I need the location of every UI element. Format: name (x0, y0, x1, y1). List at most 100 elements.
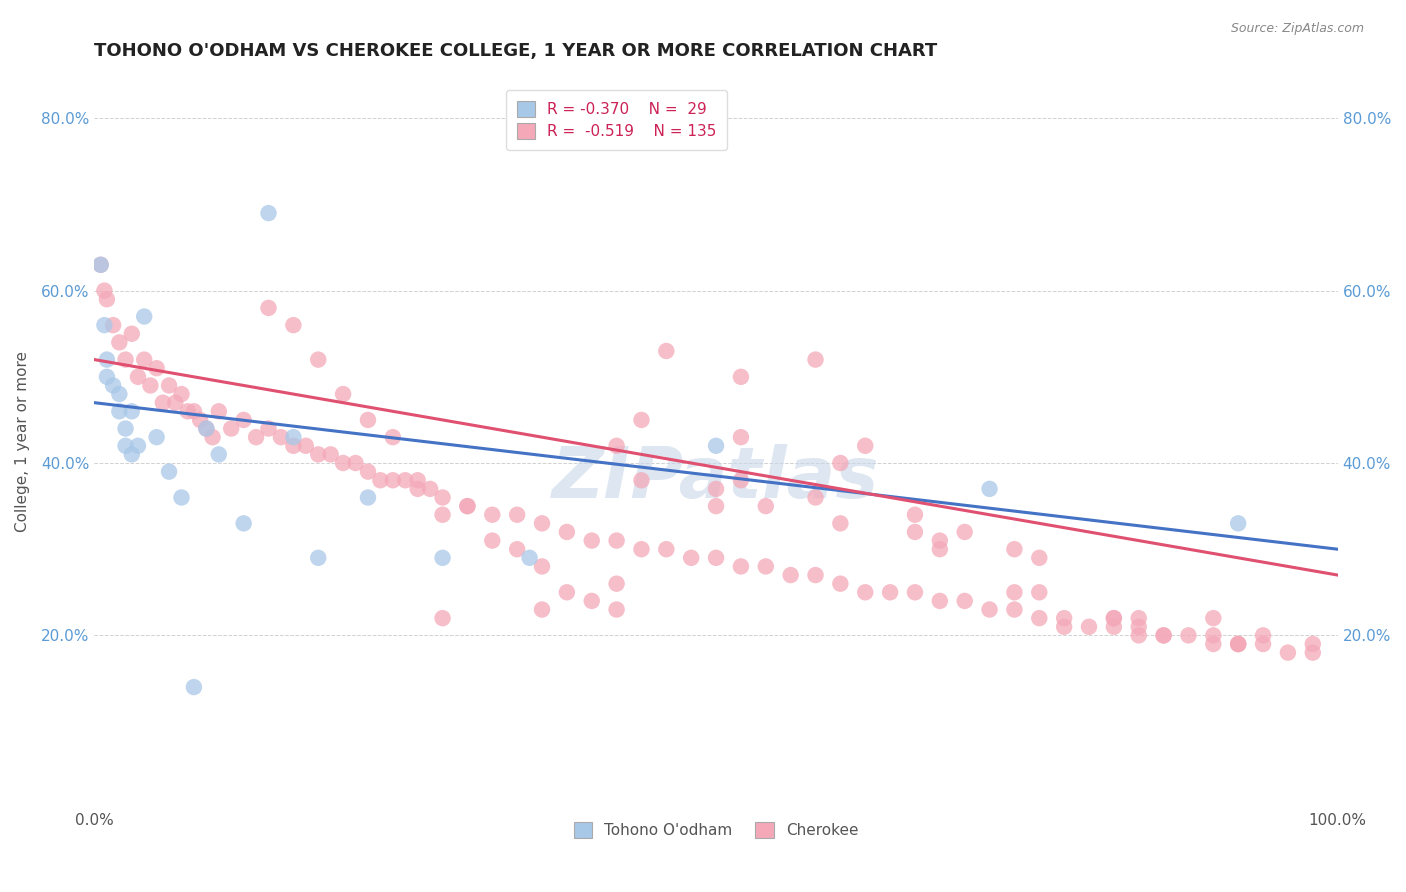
Point (456, 499, 478, 513)
Point (381, 430, 404, 444)
Point (1177, 628, 1199, 642)
Point (108, 335, 131, 350)
Point (1053, 620, 1076, 634)
Point (630, 413, 652, 427)
Point (928, 542, 950, 557)
Point (295, 439, 318, 453)
Text: Source: ZipAtlas.com: Source: ZipAtlas.com (1230, 22, 1364, 36)
Point (307, 550, 329, 565)
Point (245, 430, 267, 444)
Point (432, 550, 454, 565)
Point (655, 542, 678, 557)
Point (1302, 646, 1324, 660)
Point (96, 352, 118, 367)
Point (406, 482, 429, 496)
Point (344, 456, 367, 470)
Point (152, 395, 174, 409)
Point (1002, 542, 1025, 557)
Point (432, 611, 454, 625)
Point (307, 447, 329, 461)
Point (1202, 637, 1225, 651)
Point (90, 258, 112, 272)
Point (804, 568, 827, 582)
Point (530, 516, 553, 531)
Point (201, 430, 224, 444)
Point (195, 421, 218, 435)
Point (530, 602, 553, 616)
Point (432, 491, 454, 505)
Point (145, 361, 167, 376)
Legend: Tohono O'odham, Cherokee: Tohono O'odham, Cherokee (568, 816, 865, 844)
Point (606, 602, 628, 616)
Point (904, 585, 927, 599)
Point (219, 421, 242, 435)
Point (157, 465, 180, 479)
Point (127, 439, 149, 453)
Point (121, 447, 143, 461)
Point (555, 524, 578, 539)
Point (506, 542, 529, 557)
Point (730, 369, 752, 384)
Point (394, 473, 416, 487)
Point (170, 491, 193, 505)
Point (114, 421, 136, 435)
Point (853, 585, 876, 599)
Point (979, 482, 1001, 496)
Point (283, 318, 305, 332)
Point (928, 594, 950, 608)
Point (1128, 611, 1150, 625)
Point (406, 473, 429, 487)
Point (1227, 637, 1250, 651)
Point (1028, 585, 1050, 599)
Point (1128, 628, 1150, 642)
Point (114, 352, 136, 367)
Point (530, 559, 553, 574)
Y-axis label: College, 1 year or more: College, 1 year or more (15, 351, 30, 532)
Point (655, 343, 678, 358)
Point (1202, 611, 1225, 625)
Point (319, 447, 342, 461)
Point (804, 352, 827, 367)
Point (581, 533, 603, 548)
Point (145, 430, 167, 444)
Point (830, 576, 852, 591)
Point (1251, 637, 1274, 651)
Point (1227, 637, 1250, 651)
Point (93, 284, 115, 298)
Point (1302, 637, 1324, 651)
Point (177, 404, 200, 418)
Point (481, 508, 503, 522)
Point (332, 387, 354, 401)
Point (581, 594, 603, 608)
Point (232, 413, 254, 427)
Point (96, 293, 118, 307)
Point (232, 516, 254, 531)
Point (101, 318, 124, 332)
Point (381, 473, 404, 487)
Point (90, 258, 112, 272)
Point (1002, 585, 1025, 599)
Point (134, 310, 156, 324)
Point (157, 378, 180, 392)
Point (108, 387, 131, 401)
Point (332, 456, 354, 470)
Point (195, 421, 218, 435)
Point (606, 533, 628, 548)
Point (208, 447, 231, 461)
Point (1251, 628, 1274, 642)
Point (283, 439, 305, 453)
Point (134, 352, 156, 367)
Point (830, 456, 852, 470)
Point (928, 533, 950, 548)
Point (1028, 611, 1050, 625)
Point (257, 206, 280, 220)
Point (1153, 628, 1175, 642)
Point (257, 421, 280, 435)
Point (704, 482, 727, 496)
Point (979, 602, 1001, 616)
Point (730, 559, 752, 574)
Point (704, 439, 727, 453)
Point (904, 508, 927, 522)
Point (257, 301, 280, 315)
Text: ZIPatlas: ZIPatlas (553, 443, 880, 513)
